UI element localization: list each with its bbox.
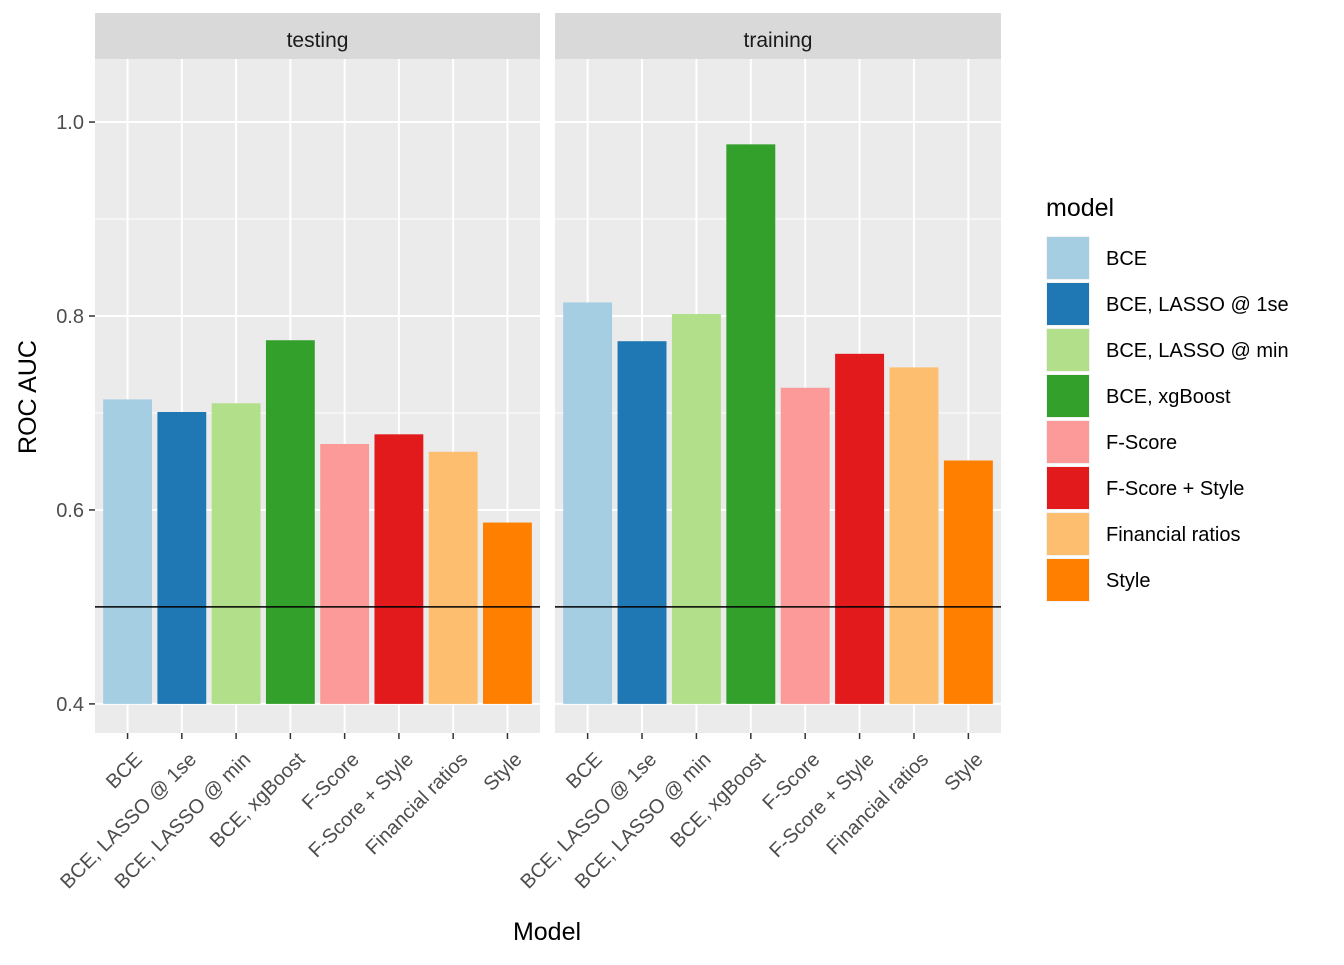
bar-testing-6: [428, 451, 478, 704]
strip-testing: [95, 13, 540, 59]
y-tick-label: 0.6: [56, 500, 84, 522]
legend-swatch: [1047, 421, 1089, 463]
legend-label: F-Score: [1106, 432, 1177, 454]
y-axis-title: ROC AUC: [14, 340, 42, 454]
legend-swatch: [1047, 467, 1089, 509]
legend-swatch: [1047, 283, 1089, 325]
x-tick-label: Style: [480, 749, 527, 796]
y-tick-label: 0.4: [56, 694, 84, 716]
legend-label: BCE, LASSO @ 1se: [1106, 294, 1289, 316]
legend-item: Financial ratios: [1046, 512, 1241, 556]
bar-training-7: [943, 460, 993, 704]
bar-training-2: [671, 314, 721, 704]
x-tick-label: BCE: [102, 749, 147, 794]
legend-item: F-Score + Style: [1046, 466, 1244, 510]
legend: BCE BCE, LASSO @ 1se BCE, LASSO @ min BCE, …: [1046, 236, 1289, 602]
legend-swatch: [1047, 513, 1089, 555]
legend-item: F-Score: [1046, 420, 1177, 464]
strip-label-testing: testing: [287, 29, 349, 52]
legend-item: BCE, xgBoost: [1046, 374, 1231, 418]
bar-training-5: [835, 353, 885, 704]
x-axis-title: Model: [513, 918, 581, 946]
bar-training-3: [726, 144, 776, 704]
panel-training: training: [555, 13, 1001, 733]
legend-swatch: [1047, 329, 1089, 371]
y-tick-label: 1.0: [56, 112, 84, 134]
legend-item: Style: [1046, 558, 1150, 602]
bar-testing-0: [103, 399, 152, 704]
legend-label: F-Score + Style: [1106, 478, 1244, 500]
bar-testing-7: [483, 522, 532, 704]
legend-item: BCE, LASSO @ min: [1046, 328, 1289, 372]
legend-title: model: [1046, 194, 1114, 222]
x-tick-label: BCE: [562, 749, 607, 794]
strip-training: [555, 13, 1001, 59]
legend-label: BCE, LASSO @ min: [1106, 340, 1289, 362]
bar-training-1: [617, 341, 667, 704]
legend-item: BCE: [1046, 236, 1147, 280]
x-tick-label: Financial ratios: [822, 749, 933, 860]
legend-label: Financial ratios: [1106, 524, 1241, 546]
legend-label: BCE: [1106, 248, 1147, 270]
strip-label-training: training: [744, 29, 813, 52]
x-tick-label: BCE, xgBoost: [666, 748, 770, 852]
y-tick-label: 0.8: [56, 306, 84, 328]
x-tick-label: BCE, xgBoost: [206, 748, 310, 852]
bar-training-4: [780, 387, 830, 704]
bar-training-0: [563, 302, 613, 704]
bar-training-6: [889, 367, 939, 704]
legend-swatch: [1047, 375, 1089, 417]
legend-label: Style: [1106, 570, 1150, 592]
x-tick-label: Style: [941, 749, 988, 796]
bar-testing-1: [157, 412, 207, 704]
bar-testing-4: [320, 444, 370, 704]
panel-testing: testing: [95, 13, 540, 733]
bar-testing-2: [211, 403, 261, 704]
bar-testing-5: [374, 434, 424, 704]
bar-testing-3: [265, 340, 315, 704]
legend-swatch: [1047, 237, 1089, 279]
legend-swatch: [1047, 559, 1089, 601]
legend-label: BCE, xgBoost: [1106, 386, 1231, 408]
legend-item: BCE, LASSO @ 1se: [1046, 282, 1289, 326]
